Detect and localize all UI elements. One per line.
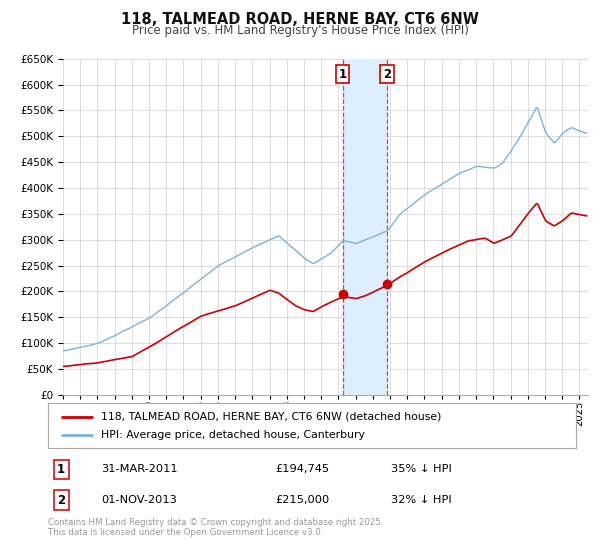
Text: 2: 2 <box>383 68 391 81</box>
Text: Contains HM Land Registry data © Crown copyright and database right 2025.
This d: Contains HM Land Registry data © Crown c… <box>48 518 383 538</box>
Text: £215,000: £215,000 <box>275 495 329 505</box>
Bar <box>343 59 387 395</box>
Text: 2: 2 <box>57 494 65 507</box>
Text: £194,745: £194,745 <box>275 464 329 474</box>
Text: 118, TALMEAD ROAD, HERNE BAY, CT6 6NW: 118, TALMEAD ROAD, HERNE BAY, CT6 6NW <box>121 12 479 27</box>
Text: 1: 1 <box>338 68 347 81</box>
Text: HPI: Average price, detached house, Canterbury: HPI: Average price, detached house, Cant… <box>101 431 365 441</box>
Text: 35% ↓ HPI: 35% ↓ HPI <box>391 464 452 474</box>
Text: Price paid vs. HM Land Registry's House Price Index (HPI): Price paid vs. HM Land Registry's House … <box>131 24 469 37</box>
Text: 1: 1 <box>57 463 65 476</box>
Text: 31-MAR-2011: 31-MAR-2011 <box>101 464 178 474</box>
Text: 32% ↓ HPI: 32% ↓ HPI <box>391 495 452 505</box>
Text: 118, TALMEAD ROAD, HERNE BAY, CT6 6NW (detached house): 118, TALMEAD ROAD, HERNE BAY, CT6 6NW (d… <box>101 412 441 422</box>
Text: 01-NOV-2013: 01-NOV-2013 <box>101 495 176 505</box>
